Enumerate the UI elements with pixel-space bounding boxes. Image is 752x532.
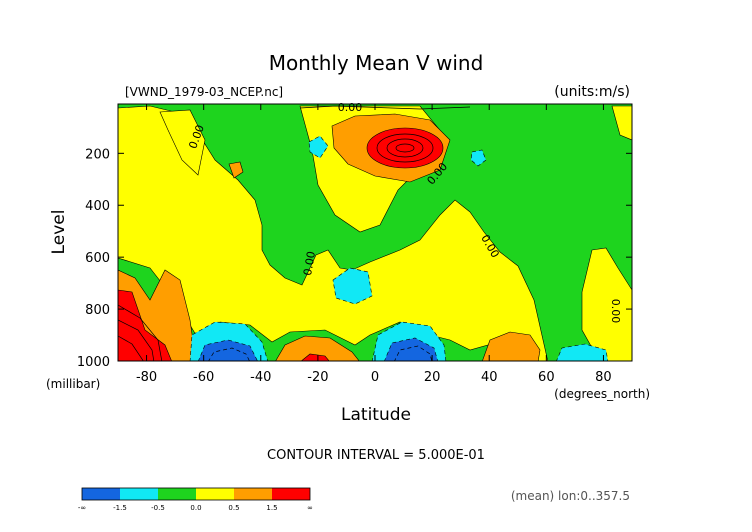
orange-region-subtropical [275, 335, 360, 361]
x-axis-unit: (degrees_north) [554, 387, 650, 401]
colorbar-swatch-1 [120, 488, 158, 500]
file-label: [VWND_1979-03_NCEP.nc] [125, 85, 283, 99]
contour-upper-max-3 [395, 143, 415, 153]
y-tick-label: 800 [85, 303, 110, 318]
yellow-region-north-upper [611, 105, 632, 141]
contour-upper-max-1 [376, 133, 434, 163]
cyan-region-north-polar [556, 343, 609, 361]
x-tick-label: -40 [250, 370, 271, 385]
zero-label-mid: 0.00 [301, 250, 318, 276]
colorbar-frame [81, 487, 311, 501]
yellow-region-south [118, 105, 549, 361]
red-region-subtropical [300, 353, 330, 361]
orange-region-north-surface [482, 331, 541, 361]
colorbar-label: -0.5 [151, 504, 165, 512]
red-region-south-polar [118, 289, 172, 361]
plot-area [118, 104, 632, 361]
colorbar-swatch-5 [272, 488, 310, 500]
y-axis-unit: (millibar) [46, 377, 100, 391]
contour-upper-max-2 [386, 138, 424, 158]
x-tick-label: -80 [136, 370, 157, 385]
cyan-region-upper-right [470, 149, 487, 167]
y-tick-label: 400 [85, 199, 110, 214]
x-axis-label: Latitude [341, 405, 411, 425]
chart-title: Monthly Mean V wind [269, 51, 484, 75]
colorbar-label: 1.5 [266, 504, 277, 512]
footer-text: (mean) lon:0..357.5 [511, 489, 630, 503]
contour-south-polar-1 [118, 304, 163, 361]
x-tick-label: 60 [538, 370, 555, 385]
colorbar-swatch-4 [234, 488, 272, 500]
contour-interval-text: CONTOUR INTERVAL = 5.000E-01 [267, 448, 485, 463]
x-tick-label: 40 [481, 370, 498, 385]
contour-equatorial-min-1 [394, 345, 433, 361]
axis-tick-labels: -80 -60 -40 -20 0 20 40 60 80 200 400 600 800 1000 [77, 147, 612, 385]
contour-south-min-1 [208, 347, 250, 361]
contour-south-polar-3 [118, 335, 144, 361]
colorbar-swatch-3 [196, 488, 234, 500]
colorbar-label: ∞ [307, 504, 313, 512]
cyan-region-upper-left [308, 135, 329, 159]
y-axis-label: Level [49, 210, 69, 255]
colorbar-label: -1.5 [113, 504, 127, 512]
zero-label-top: 0.00 [338, 101, 363, 114]
cyan-region-tropical-mid [332, 267, 373, 305]
colorbar: -∞ -1.5 -0.5 0.0 0.5 1.5 ∞ [78, 487, 313, 512]
y-tick-label: 200 [85, 147, 110, 162]
contour-south-polar-2 [118, 319, 155, 361]
zero-label-north-polar: 0.00 [609, 299, 622, 324]
colorbar-label: -∞ [78, 504, 86, 512]
contour-lines-dashed [208, 345, 433, 361]
colorbar-label: 0.0 [190, 504, 201, 512]
x-tick-label: -60 [193, 370, 214, 385]
axis-ticks [118, 104, 632, 362]
colorbar-label: 0.5 [228, 504, 239, 512]
x-tick-label: -20 [307, 370, 328, 385]
orange-patch-south-upper [228, 161, 244, 179]
x-tick-label: 20 [424, 370, 441, 385]
blue-region-south-surface [198, 339, 258, 361]
units-label: (units:m/s) [554, 84, 630, 100]
colorbar-swatch-2 [158, 488, 196, 500]
band-negative-over-1.5 [198, 337, 439, 361]
x-tick-label: 0 [371, 370, 379, 385]
colorbar-swatch-0 [82, 488, 120, 500]
green-patch-south-upper [159, 109, 206, 176]
yellow-region-north-mid [581, 247, 632, 361]
y-tick-label: 1000 [77, 355, 110, 370]
y-tick-label: 600 [85, 251, 110, 266]
x-tick-label: 80 [595, 370, 612, 385]
